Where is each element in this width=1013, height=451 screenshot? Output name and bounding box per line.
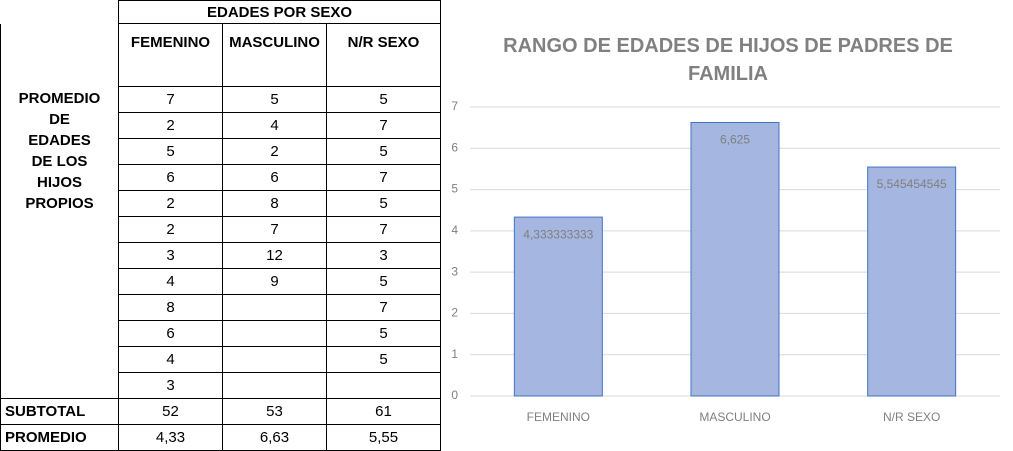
data-cell: 7 [222, 216, 327, 243]
data-cell: 5 [325, 190, 442, 217]
data-row: 3 [1, 372, 442, 399]
row-label-cell: PROMEDIO DE EDADES DE LOS HIJOS PROPIOS [0, 23, 119, 399]
data-cell: 5 [325, 320, 442, 347]
data-cell [222, 346, 327, 373]
data-cell: 5 [118, 138, 223, 165]
data-cell: 7 [325, 112, 442, 139]
value-label: 6,625 [720, 133, 750, 147]
subtotal-cell: 61 [325, 398, 442, 425]
bar [513, 216, 603, 397]
bar [867, 166, 957, 397]
subtotal-cell: 52 [118, 398, 223, 425]
x-tick-label: MASCULINO [699, 410, 770, 424]
data-cell: 5 [222, 86, 327, 113]
data-cell [222, 372, 327, 399]
data-cell: 3 [118, 242, 223, 269]
blank-cell [0, 0, 119, 24]
data-cell: 4 [222, 112, 327, 139]
average-cell: 4,33 [118, 424, 223, 451]
subtotal-cell: 53 [222, 398, 327, 425]
data-cell: 8 [222, 190, 327, 217]
y-tick-label: 6 [451, 140, 458, 154]
row-header: PROMEDIO [0, 424, 119, 451]
data-cell: 6 [118, 164, 223, 191]
y-tick-label: 7 [451, 99, 458, 113]
average-cell: 6,63 [222, 424, 327, 451]
column-header: N/R SEXO [325, 23, 442, 87]
y-tick-label: 5 [451, 182, 458, 196]
row-label: PROMEDIO DE EDADES DE LOS HIJOS PROPIOS [18, 89, 101, 212]
y-tick-label: 1 [451, 347, 458, 361]
value-label: 5,545454545 [877, 177, 947, 191]
row-header: SUBTOTAL [0, 398, 119, 425]
data-cell: 7 [325, 294, 442, 321]
data-cell: 7 [325, 216, 442, 243]
header-row: EDADES POR SEXO [0, 0, 442, 24]
data-cell: 3 [118, 372, 223, 399]
group-header: EDADES POR SEXO [117, 0, 442, 24]
y-tick-label: 3 [451, 264, 458, 278]
data-cell: 3 [325, 242, 442, 269]
data-cell: 7 [118, 86, 223, 113]
y-tick-label: 4 [451, 223, 458, 237]
data-cell: 4 [118, 268, 223, 295]
data-cell: 2 [118, 190, 223, 217]
data-cell: 6 [118, 320, 223, 347]
data-cell: 5 [325, 138, 442, 165]
data-table: EDADES POR SEXO PROMEDIO DE EDADES DE LO… [0, 0, 442, 451]
x-tick-label: FEMENINO [527, 410, 590, 424]
column-header: MASCULINO [222, 23, 327, 87]
value-label: 4,333333333 [523, 227, 593, 241]
data-row: 3 12 3 [1, 242, 442, 269]
data-cell: 5 [325, 86, 442, 113]
y-tick-label: 0 [451, 388, 458, 402]
data-cell: 4 [118, 346, 223, 373]
bar [690, 121, 780, 397]
data-cell: 12 [222, 242, 327, 269]
y-tick-label: 2 [451, 306, 458, 320]
x-tick-label: N/R SEXO [883, 410, 940, 424]
average-row: PROMEDIO 4,33 6,63 5,55 [0, 424, 442, 451]
data-cell [222, 294, 327, 321]
data-cell: 2 [118, 112, 223, 139]
chart: 0 1 2 3 4 5 6 7 FEMENINO 4,333333333 MASCULINO 6,62… [451, 99, 1000, 424]
data-cell: 5 [325, 346, 442, 373]
data-cell: 7 [325, 164, 442, 191]
average-cell: 5,55 [325, 424, 442, 451]
data-cell [222, 320, 327, 347]
chart-title: RANGO DE EDADES DE HIJOS DE PADRES DE FA… [503, 35, 953, 85]
data-cell: 8 [118, 294, 223, 321]
subtotal-row: SUBTOTAL 52 53 61 [0, 398, 442, 425]
data-cell: 2 [222, 138, 327, 165]
data-cell: 6 [222, 164, 327, 191]
data-cell [325, 372, 442, 399]
data-cell: 2 [118, 216, 223, 243]
column-header-row: PROMEDIO DE EDADES DE LOS HIJOS PROPIOS … [0, 23, 442, 399]
table-body: EDADES POR SEXO PROMEDIO DE EDADES DE LO… [0, 0, 442, 451]
column-header: FEMENINO [118, 23, 223, 87]
data-cell: 9 [222, 268, 327, 295]
data-cell: 5 [325, 268, 442, 295]
